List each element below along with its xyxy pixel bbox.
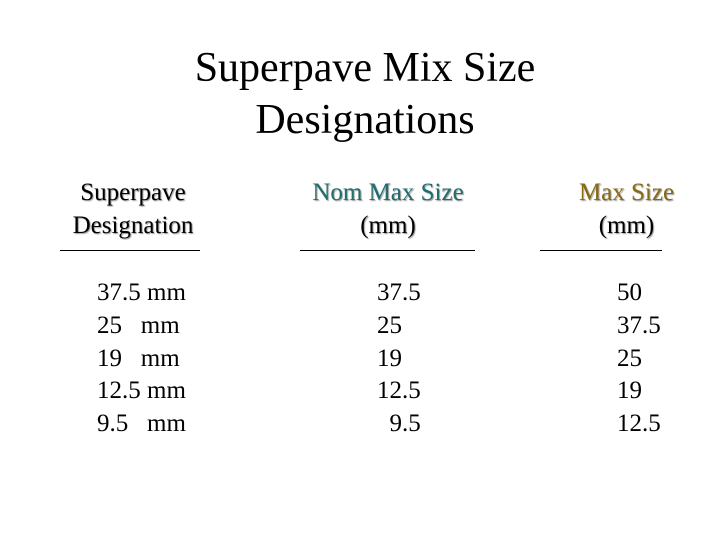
table-cell: 37.5 mm	[97, 279, 186, 306]
table-cell: 37.5	[617, 311, 661, 339]
table-cell: 25	[617, 344, 642, 372]
heading-line: (mm)	[360, 212, 416, 239]
heading-line: Designation	[72, 212, 194, 239]
column: Superpave Designation 37.5 mm 25 mm 19 mm 1…	[58, 176, 208, 441]
heading-line: Max Size	[578, 179, 675, 206]
heading-rule	[60, 250, 200, 251]
table-cell: 19 mm	[97, 344, 180, 372]
table-cell: 37.5	[377, 279, 421, 306]
heading-rule	[300, 250, 475, 251]
table-cell: 25	[377, 311, 402, 339]
heading-line: (mm)	[598, 212, 655, 239]
table-cell: 9.5	[377, 410, 421, 438]
column-heading: Max Size (mm)	[538, 176, 715, 242]
column-heading: Superpave Designation	[58, 176, 208, 242]
table-cell: 12.5 mm	[97, 377, 186, 405]
table-cell: 19	[377, 344, 402, 372]
table-cell: 12.5	[617, 410, 661, 438]
column-values: 37.5 25 19 12.5 9.5	[300, 277, 476, 441]
table-cell: 25 mm	[97, 311, 180, 339]
column-heading: Nom Max Size (mm)	[300, 176, 476, 242]
heading-line: Nom Max Size	[312, 179, 464, 206]
column-values: 50 37.5 25 19 12.5	[540, 277, 715, 441]
column-values: 37.5 mm 25 mm 19 mm 12.5 mm 9.5 mm	[58, 277, 208, 441]
table-cell: 19	[617, 377, 642, 405]
table-cell: 12.5	[377, 377, 421, 405]
heading-rule	[540, 250, 662, 251]
column: Nom Max Size (mm) 37.5 25 19 12.5 9.5	[300, 176, 476, 441]
table-cell: 50	[617, 279, 642, 306]
slide-title: Superpave Mix Size Designations	[194, 45, 536, 143]
heading-line: Superpave	[80, 179, 186, 206]
table-cell: 9.5 mm	[97, 410, 186, 438]
column: Max Size (mm) 50 37.5 25 19 12.5	[540, 176, 715, 441]
